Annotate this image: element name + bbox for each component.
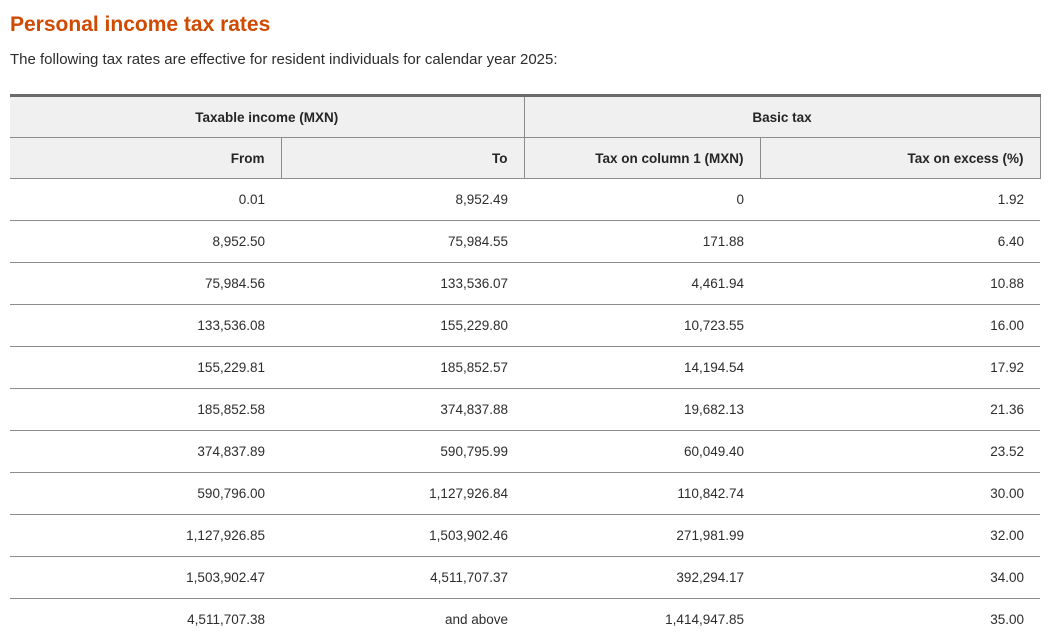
table-cell: 8,952.49 xyxy=(281,178,524,221)
table-cell: and above xyxy=(281,598,524,638)
table-cell: 1,127,926.85 xyxy=(10,514,281,557)
column-header-from: From xyxy=(10,137,282,179)
column-header-tax-on-excess: Tax on excess (%) xyxy=(760,137,1041,179)
table-cell: 1,414,947.85 xyxy=(524,598,760,638)
group-header-taxable-income: Taxable income (MXN) xyxy=(10,95,525,138)
table-cell: 0.01 xyxy=(10,178,281,221)
table-cell: 185,852.57 xyxy=(281,346,524,389)
table-cell: 35.00 xyxy=(760,598,1041,638)
table-cell: 8,952.50 xyxy=(10,220,281,263)
table-body: 0.01 8,952.49 0 1.92 8,952.50 75,984.55 171.88… xyxy=(10,178,1041,638)
table-cell: 10,723.55 xyxy=(524,304,760,347)
table-cell: 10.88 xyxy=(760,262,1041,305)
table-cell: 16.00 xyxy=(760,304,1041,347)
table-column-header-row: From To Tax on column 1 (MXN) Tax on exc… xyxy=(10,137,1041,179)
tax-rates-table: Taxable income (MXN) Basic tax From To T… xyxy=(10,94,1041,638)
group-header-basic-tax: Basic tax xyxy=(524,95,1041,138)
table-cell: 60,049.40 xyxy=(524,430,760,473)
table-cell: 6.40 xyxy=(760,220,1041,263)
column-header-to: To xyxy=(281,137,525,179)
table-row: 8,952.50 75,984.55 171.88 6.40 xyxy=(10,220,1041,263)
table-cell: 34.00 xyxy=(760,556,1041,599)
table-row: 4,511,707.38 and above 1,414,947.85 35.00 xyxy=(10,598,1041,638)
page-title: Personal income tax rates xyxy=(10,13,271,36)
table-cell: 75,984.56 xyxy=(10,262,281,305)
table-row: 374,837.89 590,795.99 60,049.40 23.52 xyxy=(10,430,1041,473)
table-cell: 374,837.89 xyxy=(10,430,281,473)
table-cell: 14,194.54 xyxy=(524,346,760,389)
table-cell: 4,461.94 xyxy=(524,262,760,305)
table-cell: 17.92 xyxy=(760,346,1041,389)
table-row: 75,984.56 133,536.07 4,461.94 10.88 xyxy=(10,262,1041,305)
table-row: 590,796.00 1,127,926.84 110,842.74 30.00 xyxy=(10,472,1041,515)
table-cell: 590,795.99 xyxy=(281,430,524,473)
table-row: 1,503,902.47 4,511,707.37 392,294.17 34.00 xyxy=(10,556,1041,599)
table-cell: 590,796.00 xyxy=(10,472,281,515)
table-row: 1,127,926.85 1,503,902.46 271,981.99 32.00 xyxy=(10,514,1041,557)
table-cell: 23.52 xyxy=(760,430,1041,473)
table-row: 0.01 8,952.49 0 1.92 xyxy=(10,178,1041,221)
table-cell: 133,536.08 xyxy=(10,304,281,347)
table-cell: 392,294.17 xyxy=(524,556,760,599)
table-cell: 4,511,707.38 xyxy=(10,598,281,638)
table-cell: 155,229.80 xyxy=(281,304,524,347)
table-cell: 32.00 xyxy=(760,514,1041,557)
table-header: Taxable income (MXN) Basic tax From To T… xyxy=(10,95,1041,179)
table-cell: 21.36 xyxy=(760,388,1041,431)
table-group-header-row: Taxable income (MXN) Basic tax xyxy=(10,95,1041,138)
table-row: 133,536.08 155,229.80 10,723.55 16.00 xyxy=(10,304,1041,347)
table-cell: 1,503,902.47 xyxy=(10,556,281,599)
table-cell: 4,511,707.37 xyxy=(281,556,524,599)
table-cell: 30.00 xyxy=(760,472,1041,515)
page-subtitle: The following tax rates are effective fo… xyxy=(10,51,558,68)
table-cell: 1.92 xyxy=(760,178,1041,221)
table-cell: 374,837.88 xyxy=(281,388,524,431)
table-cell: 75,984.55 xyxy=(281,220,524,263)
table-cell: 19,682.13 xyxy=(524,388,760,431)
table-cell: 133,536.07 xyxy=(281,262,524,305)
table-cell: 271,981.99 xyxy=(524,514,760,557)
table-cell: 171.88 xyxy=(524,220,760,263)
table-cell: 185,852.58 xyxy=(10,388,281,431)
table-row: 155,229.81 185,852.57 14,194.54 17.92 xyxy=(10,346,1041,389)
table-cell: 1,503,902.46 xyxy=(281,514,524,557)
table-cell: 155,229.81 xyxy=(10,346,281,389)
column-header-tax-on-column-1: Tax on column 1 (MXN) xyxy=(524,137,761,179)
table-cell: 1,127,926.84 xyxy=(281,472,524,515)
table-cell: 110,842.74 xyxy=(524,472,760,515)
table-cell: 0 xyxy=(524,178,760,221)
table-row: 185,852.58 374,837.88 19,682.13 21.36 xyxy=(10,388,1041,431)
